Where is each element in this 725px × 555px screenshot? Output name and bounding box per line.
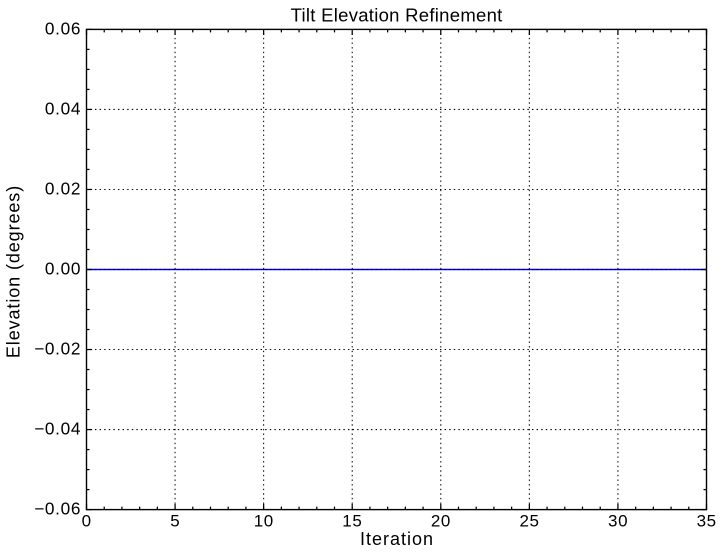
svg-text:−0.06: −0.06	[34, 499, 81, 519]
svg-text:−0.02: −0.02	[34, 339, 81, 359]
svg-text:Iteration: Iteration	[360, 529, 434, 549]
svg-text:35: 35	[697, 511, 717, 530]
svg-text:Tilt Elevation Refinement: Tilt Elevation Refinement	[291, 5, 503, 26]
svg-text:0.02: 0.02	[45, 178, 81, 198]
svg-text:25: 25	[519, 511, 539, 530]
svg-text:30: 30	[608, 511, 628, 530]
svg-text:0.00: 0.00	[45, 259, 81, 279]
svg-text:20: 20	[431, 511, 451, 530]
svg-text:−0.04: −0.04	[34, 419, 81, 439]
svg-text:0.06: 0.06	[45, 18, 81, 38]
svg-text:5: 5	[170, 511, 180, 530]
svg-text:0.04: 0.04	[45, 98, 81, 118]
svg-text:0: 0	[82, 511, 92, 530]
svg-text:10: 10	[254, 511, 274, 530]
svg-text:15: 15	[342, 511, 362, 530]
svg-text:Elevation (degrees): Elevation (degrees)	[4, 185, 24, 358]
